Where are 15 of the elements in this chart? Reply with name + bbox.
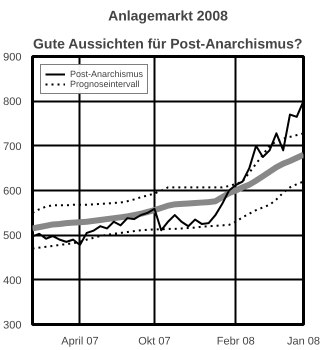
- legend-label: Post-Anarchismus: [70, 69, 144, 79]
- x-tick-label: Jan 08: [286, 336, 320, 348]
- x-tick-label: Febr 08: [216, 336, 255, 348]
- y-tick-label: 400: [3, 274, 22, 287]
- y-tick-label: 800: [3, 96, 22, 108]
- chart-subtitle: Gute Aussichten für Post-Anarchismus?: [33, 36, 302, 52]
- legend-label: Prognoseintervall: [70, 79, 140, 89]
- y-tick-label: 700: [3, 140, 22, 153]
- y-tick-label: 600: [3, 186, 22, 198]
- x-tick-label: Okt 07: [138, 336, 171, 348]
- y-tick-label: 300: [3, 320, 22, 332]
- y-tick-label: 500: [3, 230, 22, 242]
- y-tick-label: 900: [3, 52, 22, 64]
- x-tick-label: April 07: [61, 336, 99, 348]
- chart-title: Anlagemarkt 2008: [108, 8, 228, 24]
